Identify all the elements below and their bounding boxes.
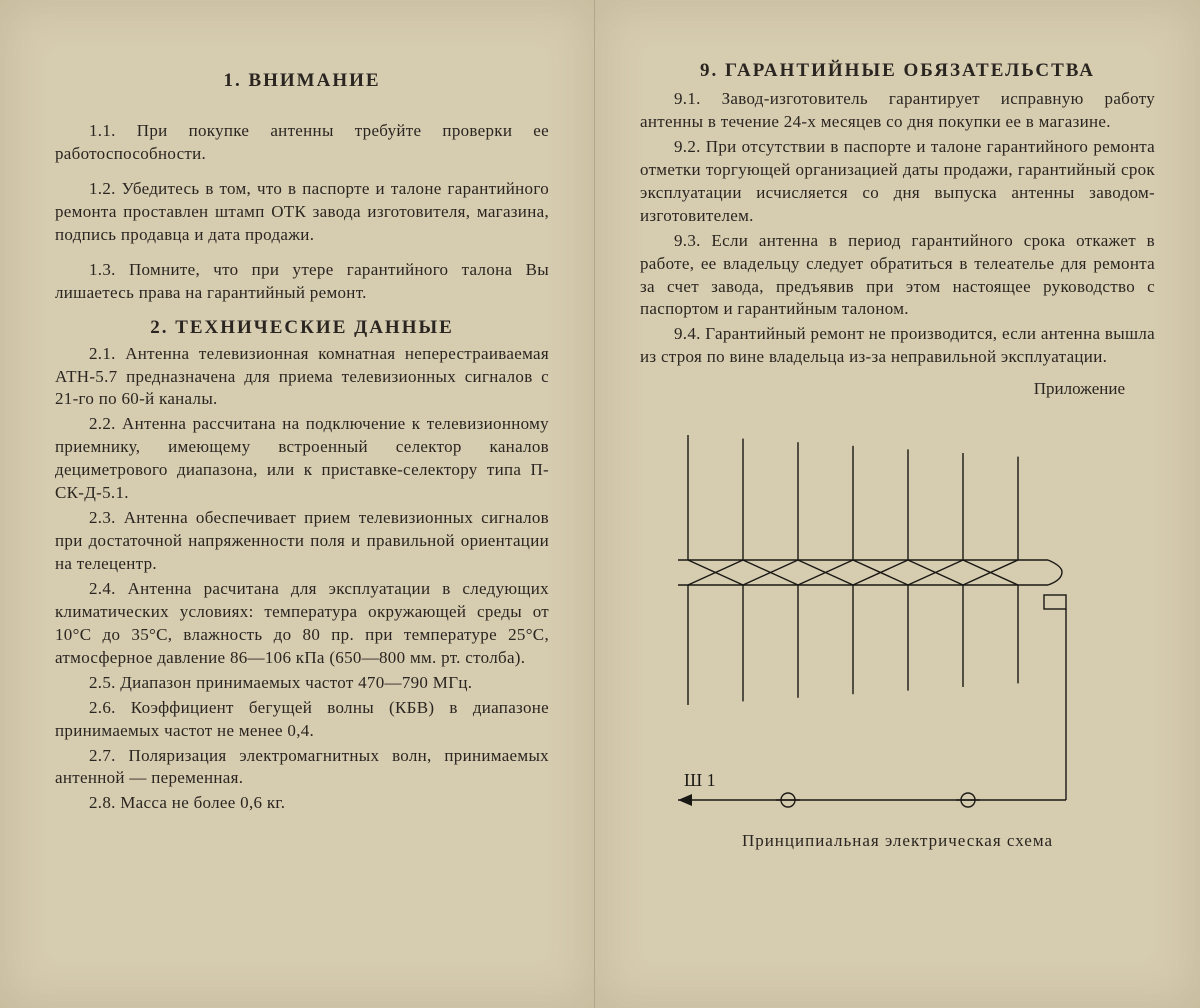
para-1-1: 1.1. При покупке антенны требуйте провер… xyxy=(55,120,549,166)
page-right: 9. ГАРАНТИЙНЫЕ ОБЯЗАТЕЛЬСТВА 9.1. Завод-… xyxy=(595,0,1200,1008)
para-9-1: 9.1. Завод-изготовитель гарантирует испр… xyxy=(640,88,1155,134)
document-spread: 1. ВНИМАНИЕ 1.1. При покупке антенны тре… xyxy=(0,0,1200,1008)
para-9-3: 9.3. Если антенна в период гарантийного … xyxy=(640,230,1155,322)
para-2-8: 2.8. Масса не более 0,6 кг. xyxy=(55,792,549,815)
para-1-3: 1.3. Помните, что при утере гарантийного… xyxy=(55,259,549,305)
para-2-6: 2.6. Коэффициент бегущей волны (КБВ) в д… xyxy=(55,697,549,743)
para-9-2: 9.2. При отсутствии в паспорте и талоне … xyxy=(640,136,1155,228)
section2-title: 2. ТЕХНИЧЕСКИЕ ДАННЫЕ xyxy=(55,317,549,339)
para-2-1: 2.1. Антенна телевизионная комнатная неп… xyxy=(55,343,549,412)
page-left: 1. ВНИМАНИЕ 1.1. При покупке антенны тре… xyxy=(0,0,595,1008)
svg-text:Ш 1: Ш 1 xyxy=(684,770,716,790)
para-2-2: 2.2. Антенна рассчитана на подключение к… xyxy=(55,413,549,505)
section9-title: 9. ГАРАНТИЙНЫЕ ОБЯЗАТЕЛЬСТВА xyxy=(640,60,1155,82)
para-2-3: 2.3. Антенна обеспечивает прием телевизи… xyxy=(55,507,549,576)
section1-title: 1. ВНИМАНИЕ xyxy=(55,70,549,92)
schematic-diagram: Ш 1 Принципиальная электрическая схема xyxy=(648,405,1148,851)
para-1-2: 1.2. Убедитесь в том, что в паспорте и т… xyxy=(55,178,549,247)
schematic-svg: Ш 1 xyxy=(648,405,1148,825)
appendix-label: Приложение xyxy=(640,379,1125,399)
para-2-4: 2.4. Антенна расчитана для эксплуатации … xyxy=(55,578,549,670)
para-2-5: 2.5. Диапазон принимаемых частот 470—790… xyxy=(55,672,549,695)
para-2-7: 2.7. Поляризация электромагнитных волн, … xyxy=(55,745,549,791)
para-9-4: 9.4. Гарантийный ремонт не производится,… xyxy=(640,323,1155,369)
diagram-caption: Принципиальная электрическая схема xyxy=(648,831,1148,851)
